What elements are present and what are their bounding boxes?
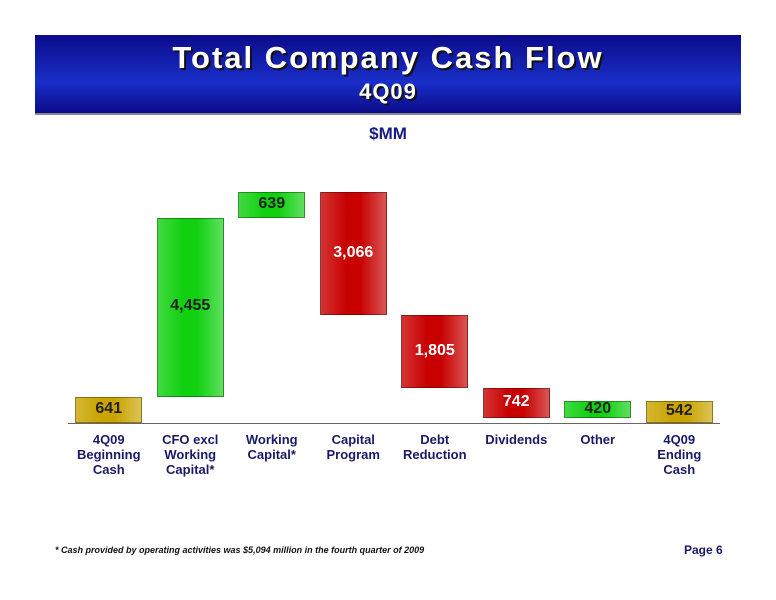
- bar: [645, 401, 713, 423]
- page-number: Page 6: [684, 543, 723, 557]
- x-tick-label: CFO excl Working Capital*: [162, 432, 219, 477]
- value-label: 742: [502, 393, 530, 411]
- bar: [564, 401, 632, 419]
- bar: [482, 388, 550, 419]
- chart-subtitle: 4Q09: [359, 79, 417, 104]
- bar: [319, 192, 387, 316]
- unit-label: $MM: [369, 124, 407, 143]
- x-tick-label: Debt Reduction: [402, 432, 467, 462]
- bar: [401, 315, 469, 389]
- bar: [238, 192, 306, 218]
- x-axis: [68, 423, 720, 424]
- value-label: 639: [258, 194, 286, 212]
- x-tick-label: Other: [580, 432, 616, 447]
- title-banner: [35, 35, 741, 115]
- bar: [156, 217, 224, 398]
- bar: [75, 397, 143, 423]
- value-label: 641: [95, 400, 123, 418]
- value-label: 4,455: [170, 297, 211, 315]
- x-tick-label: 4Q09 Beginning Cash: [76, 432, 141, 477]
- x-tick-label: 4Q09 Ending Cash: [657, 432, 702, 477]
- value-label: 1,805: [414, 341, 455, 359]
- chart-title: Total Company Cash Flow: [172, 40, 604, 75]
- x-tick-label: Capital Program: [326, 432, 380, 462]
- value-label: 3,066: [333, 243, 374, 261]
- x-tick-label: Working Capital*: [245, 432, 298, 462]
- footnote: * Cash provided by operating activities …: [55, 545, 425, 555]
- x-tick-label: Dividends: [485, 432, 548, 447]
- value-label: 542: [665, 402, 693, 420]
- value-label: 420: [584, 399, 612, 417]
